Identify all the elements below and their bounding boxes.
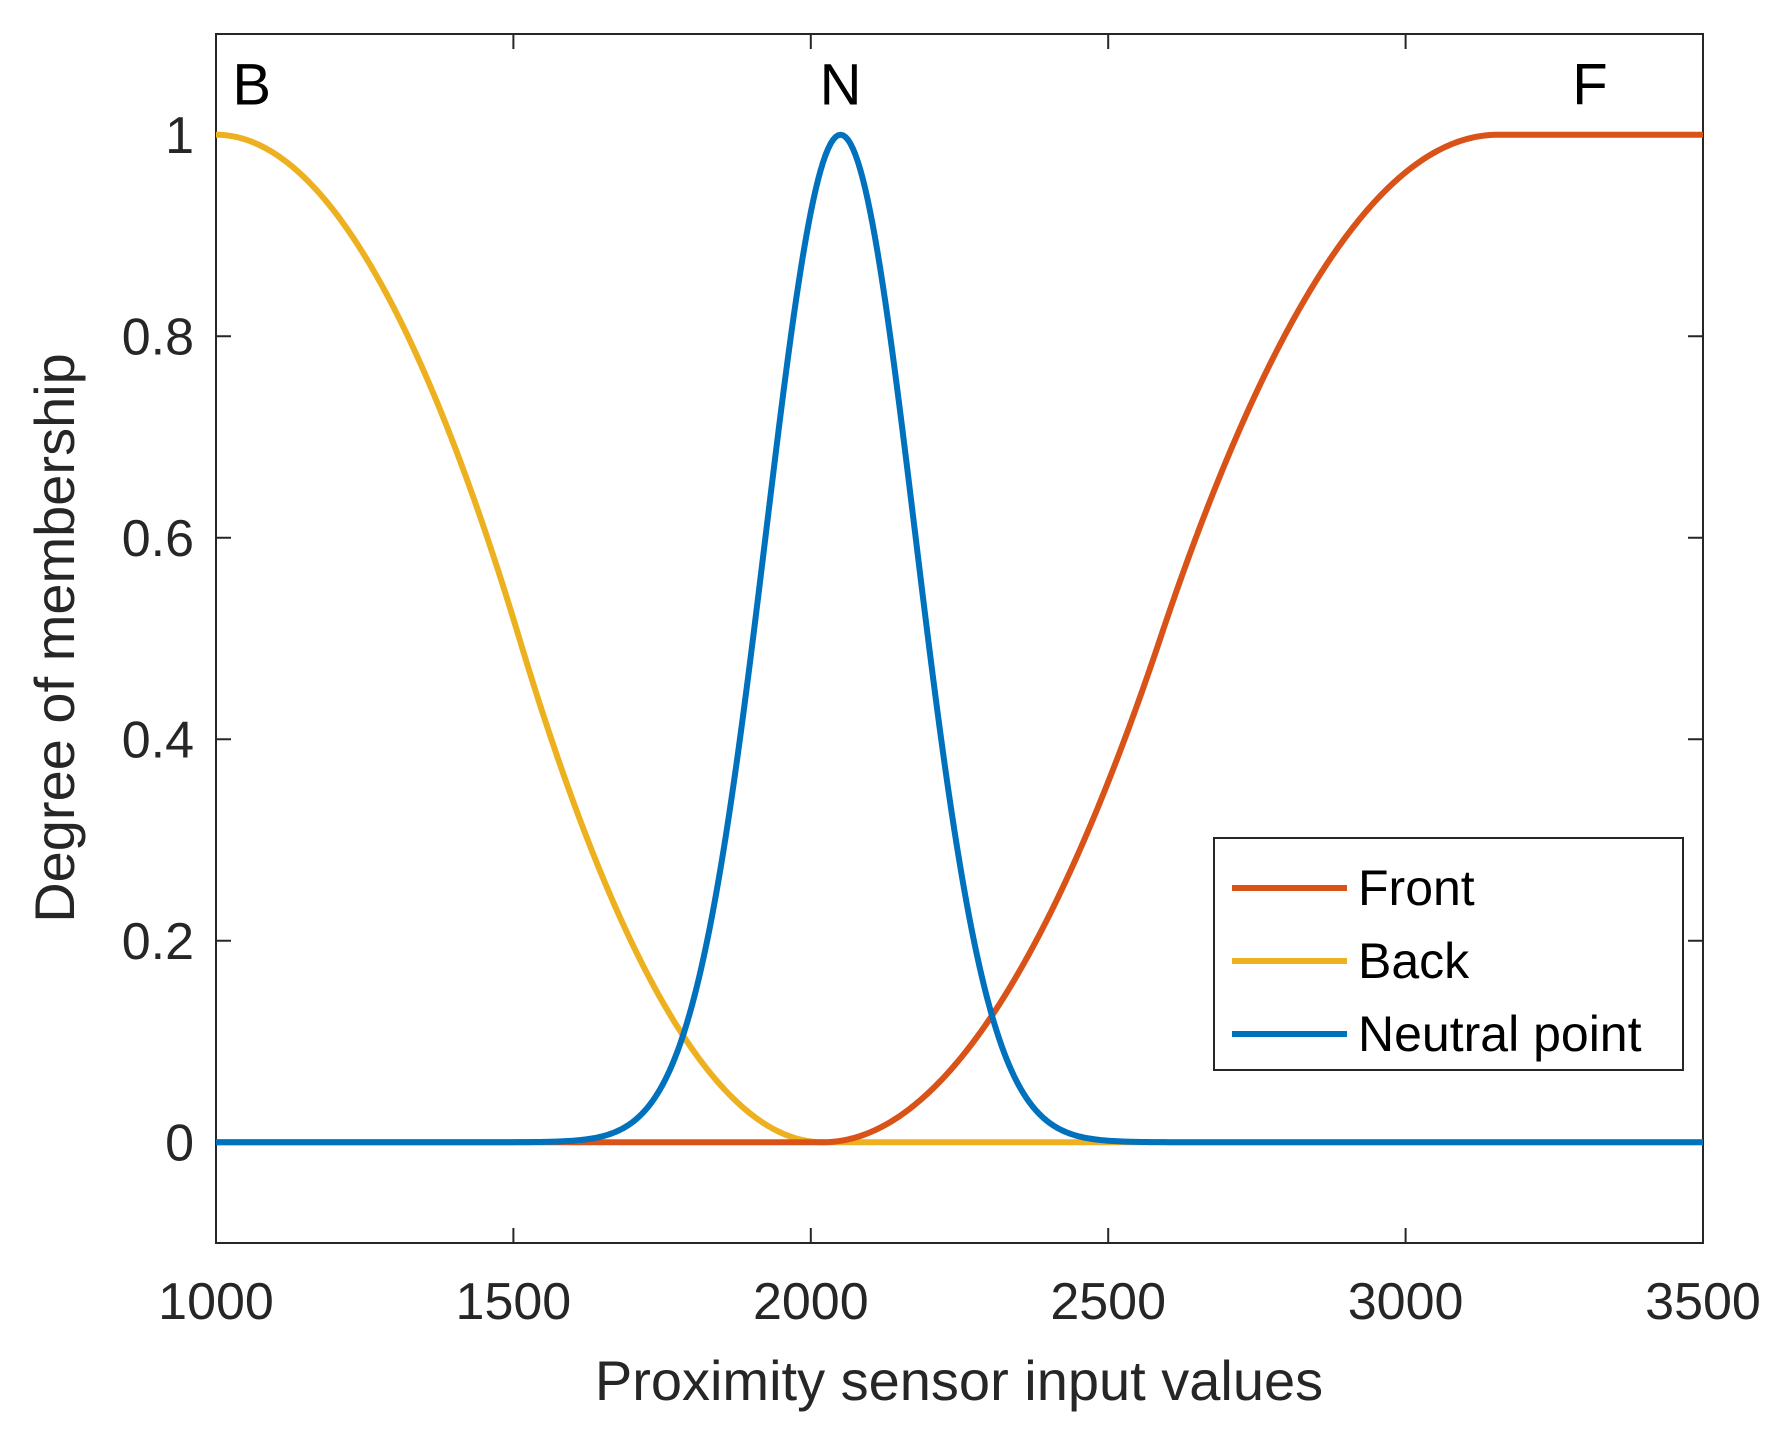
x-tick-labels: 1000 1500 2000 2500 3000 3500 bbox=[158, 1273, 1761, 1331]
x-tick-label: 1500 bbox=[456, 1273, 572, 1331]
series-line-neutral-point bbox=[215, 131, 1704, 1146]
legend-label: Back bbox=[1358, 933, 1470, 989]
annotation-b: B bbox=[232, 52, 271, 117]
legend-box bbox=[1213, 837, 1684, 1071]
x-axis-label: Proximity sensor input values bbox=[595, 1349, 1323, 1412]
y-tick-label: 0.4 bbox=[122, 711, 194, 769]
legend-label: Front bbox=[1358, 860, 1475, 916]
annotation-n: N bbox=[820, 52, 862, 117]
x-tick-label: 1000 bbox=[158, 1273, 274, 1331]
annotation-f: F bbox=[1572, 52, 1607, 117]
x-tick-label: 2000 bbox=[753, 1273, 869, 1331]
y-tick-label: 0.6 bbox=[122, 510, 194, 568]
legend-label: Neutral point bbox=[1358, 1006, 1642, 1062]
series-lines bbox=[215, 131, 1704, 1146]
x-tick-label: 3500 bbox=[1645, 1273, 1761, 1331]
legend: Front Back Neutral point bbox=[1213, 837, 1684, 1071]
y-tick-labels: 0 0.2 0.4 0.6 0.8 1 bbox=[122, 107, 194, 1173]
x-tick-label: 3000 bbox=[1348, 1273, 1464, 1331]
y-tick-label: 0.8 bbox=[122, 308, 194, 366]
y-tick-label: 1 bbox=[165, 107, 194, 165]
y-tick-label: 0 bbox=[165, 1114, 194, 1172]
y-axis-label: Degree of membership bbox=[23, 353, 86, 923]
x-tick-label: 2500 bbox=[1050, 1273, 1166, 1331]
y-tick-label: 0.2 bbox=[122, 913, 194, 971]
